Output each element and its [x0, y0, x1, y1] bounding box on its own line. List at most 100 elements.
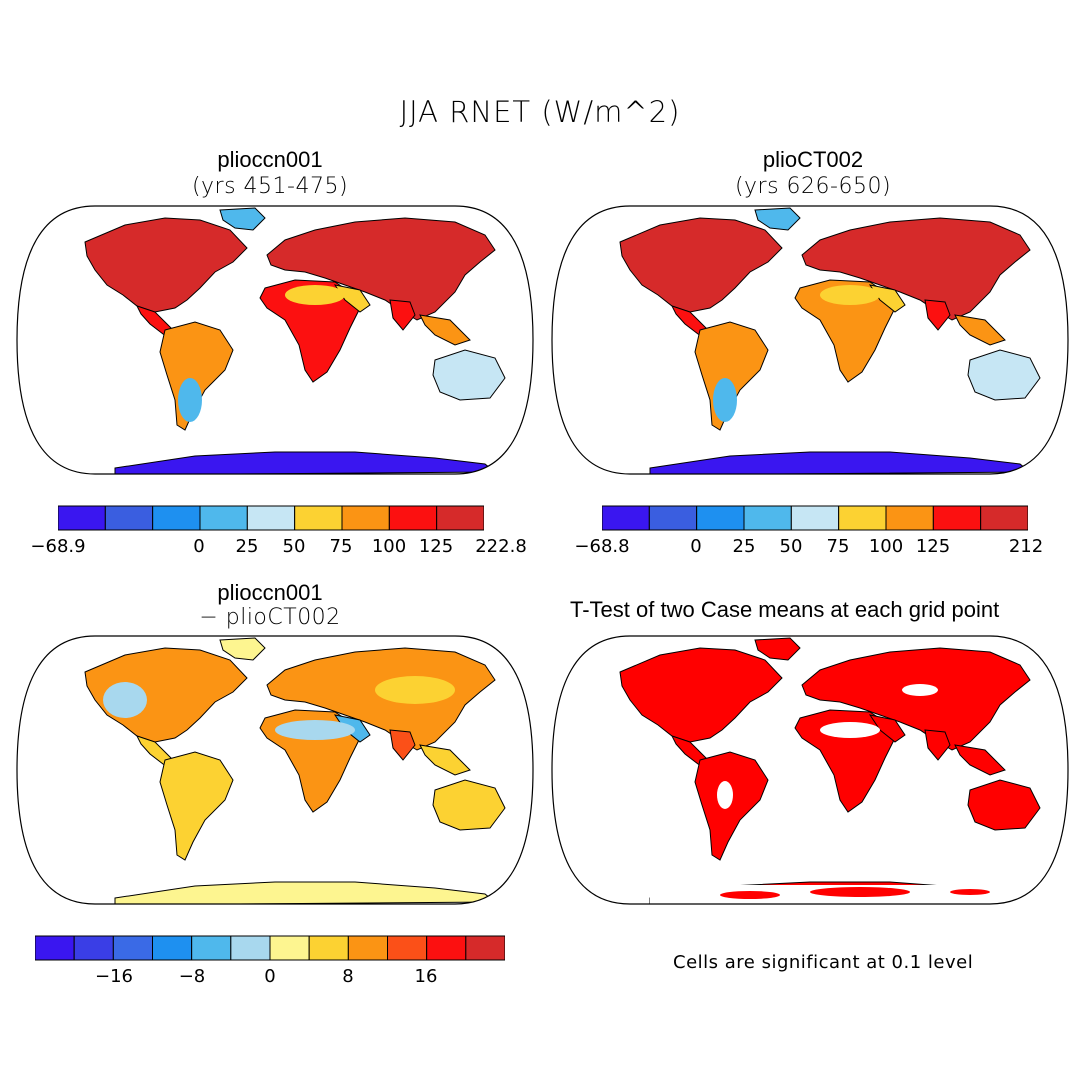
landmass-samerica — [694, 751, 769, 861]
colorbar-swatch — [269, 935, 310, 961]
colorbar-swatch — [112, 935, 153, 961]
colorbar-swatch — [199, 505, 248, 531]
colorbar-panel-2 — [602, 505, 1028, 531]
landmass-australia — [967, 779, 1041, 831]
cb2-tick: 25 — [732, 536, 756, 557]
colorbar-swatch — [73, 935, 114, 961]
colorbar-swatch — [436, 505, 484, 531]
colorbar-panel-3-ticks: −16 −8 0 8 16 — [35, 966, 505, 990]
cb1-tick: 125 — [418, 536, 454, 557]
cb1-tick: −68.9 — [30, 536, 86, 557]
colorbar-swatch — [790, 505, 840, 531]
map-border — [16, 635, 534, 905]
cb3-tick: 0 — [264, 966, 276, 987]
panel1-case-name: plioccn001 — [217, 147, 323, 172]
map-panel-1 — [16, 205, 534, 475]
cb3-tick: −8 — [178, 966, 206, 987]
colorbar-swatch — [152, 935, 193, 961]
landmass-greenland — [219, 637, 266, 661]
colorbar-swatch — [838, 505, 887, 531]
colorbar-swatch — [308, 935, 349, 961]
map-panel-4 — [551, 635, 1069, 905]
map-border — [551, 205, 1069, 475]
landmass-namerica — [619, 647, 783, 743]
landmass-greenland — [754, 207, 801, 231]
cb2-tick: 212 — [1008, 536, 1044, 557]
landmass-india — [924, 729, 951, 761]
colorbar-swatch — [602, 505, 650, 531]
panel3-subtitle: − plioCT002 — [199, 605, 341, 630]
colorbar-swatch — [104, 505, 154, 531]
panel3-case-name: plioccn001 — [217, 580, 323, 605]
cb1-tick: 25 — [235, 536, 259, 557]
significance-note: Cells are significant at 0.1 level — [673, 952, 974, 973]
field-patch — [103, 682, 147, 718]
cb2-tick: 75 — [826, 536, 850, 557]
field-patch — [178, 378, 202, 422]
landmass-eurasia — [266, 217, 496, 321]
landmass-antarctica — [114, 881, 497, 904]
colorbar-swatch — [58, 505, 106, 531]
landmass-seasia — [954, 744, 1006, 776]
landmass-india — [389, 729, 416, 761]
landmass-seasia — [419, 314, 471, 346]
landmass-antarctica — [649, 451, 1032, 474]
cb1-tick: 50 — [282, 536, 306, 557]
field-patch — [902, 684, 938, 696]
colorbar-swatch — [294, 505, 343, 531]
colorbar-panel-2-ticks: −68.8 0 25 50 75 100 125 212 — [574, 536, 1043, 560]
landmass-australia — [432, 779, 506, 831]
landmass-namerica — [84, 647, 248, 743]
field-patch — [713, 378, 737, 422]
panel4-title: T-Test of two Case means at each grid po… — [570, 597, 1000, 622]
landmass-antarctica — [114, 451, 497, 474]
colorbar-swatch — [191, 935, 232, 961]
colorbar-swatch — [648, 505, 698, 531]
landmass-eurasia — [801, 647, 1031, 751]
colorbar-swatch — [743, 505, 792, 531]
landmass-samerica — [159, 751, 234, 861]
field-patch — [720, 891, 780, 899]
cb2-tick: 0 — [690, 536, 702, 557]
colorbar-swatch — [426, 935, 467, 961]
landmass-seasia — [419, 744, 471, 776]
field-patch — [717, 781, 733, 809]
colorbar-swatch — [696, 505, 745, 531]
landmass-greenland — [219, 207, 266, 231]
cb1-tick: 75 — [329, 536, 353, 557]
colorbar-panel-1 — [58, 505, 484, 531]
cb2-tick: −68.8 — [574, 536, 630, 557]
landmass-india — [389, 299, 416, 331]
colorbar-swatch — [980, 505, 1028, 531]
map-panel-3 — [16, 635, 534, 905]
cb1-tick: 222.8 — [475, 536, 527, 557]
colorbar-swatch — [388, 505, 438, 531]
cb3-tick: 16 — [414, 966, 438, 987]
landmass-seasia — [954, 314, 1006, 346]
cb1-tick: 100 — [371, 536, 407, 557]
panel1-years: (yrs 451-475) — [191, 174, 349, 199]
landmass-australia — [432, 349, 506, 401]
colorbar-swatch — [341, 505, 390, 531]
field-patch — [375, 676, 455, 704]
cb2-tick: 100 — [868, 536, 904, 557]
colorbar-swatch — [347, 935, 388, 961]
field-patch — [820, 722, 880, 738]
landmass-africa — [794, 279, 896, 383]
landmass-australia — [967, 349, 1041, 401]
landmass-eurasia — [801, 217, 1031, 321]
map-border — [551, 635, 1069, 905]
colorbar-swatch — [387, 935, 428, 961]
landmass-africa — [259, 279, 361, 383]
field-patch — [820, 285, 880, 305]
colorbar-swatch — [35, 935, 75, 961]
map-border — [16, 205, 534, 475]
landmass-india — [924, 299, 951, 331]
landmass-namerica — [619, 217, 783, 313]
colorbar-swatch — [230, 935, 271, 961]
landmass-namerica — [84, 217, 248, 313]
cb2-tick: 125 — [915, 536, 951, 557]
figure-title: JJA RNET (W/m^2) — [399, 95, 681, 129]
panel2-case-name: plioCT002 — [762, 147, 864, 172]
panel2-years: (yrs 626-650) — [734, 174, 892, 199]
